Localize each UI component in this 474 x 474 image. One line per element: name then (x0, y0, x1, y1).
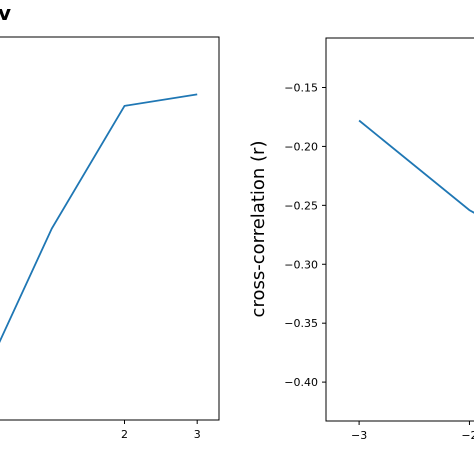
left-series-line (0, 93, 198, 344)
left-axes-frame (0, 36, 220, 421)
right-y-tick-label: −0.40 (284, 376, 318, 389)
right-y-tick-label: −0.35 (284, 317, 318, 330)
left-x-tick-label: 2 (121, 428, 128, 441)
right-y-tick-label: −0.25 (284, 199, 318, 212)
right-axes-frame (325, 37, 474, 422)
right-x-ticks: −3 −2 (351, 421, 474, 442)
right-y-tick-label: −0.20 (284, 140, 318, 153)
left-x-tick-label: 3 (194, 428, 201, 441)
right-x-tick-label: −2 (461, 429, 474, 442)
right-y-axis-label: cross-correlation (r) (248, 141, 269, 318)
right-chart: cross-correlation (r) −0.15−0.20−0.25−0.… (248, 37, 474, 442)
right-y-ticks: −0.15 −0.20 −0.25 −0.30 −0.35 −0.40 (284, 81, 326, 389)
right-y-tick-label: −0.30 (284, 258, 318, 271)
right-series-line (358, 119, 474, 214)
title-fragment: v (0, 1, 11, 25)
right-y-tick-label: −0.15 (284, 81, 318, 94)
right-x-tick-label: −3 (351, 429, 367, 442)
